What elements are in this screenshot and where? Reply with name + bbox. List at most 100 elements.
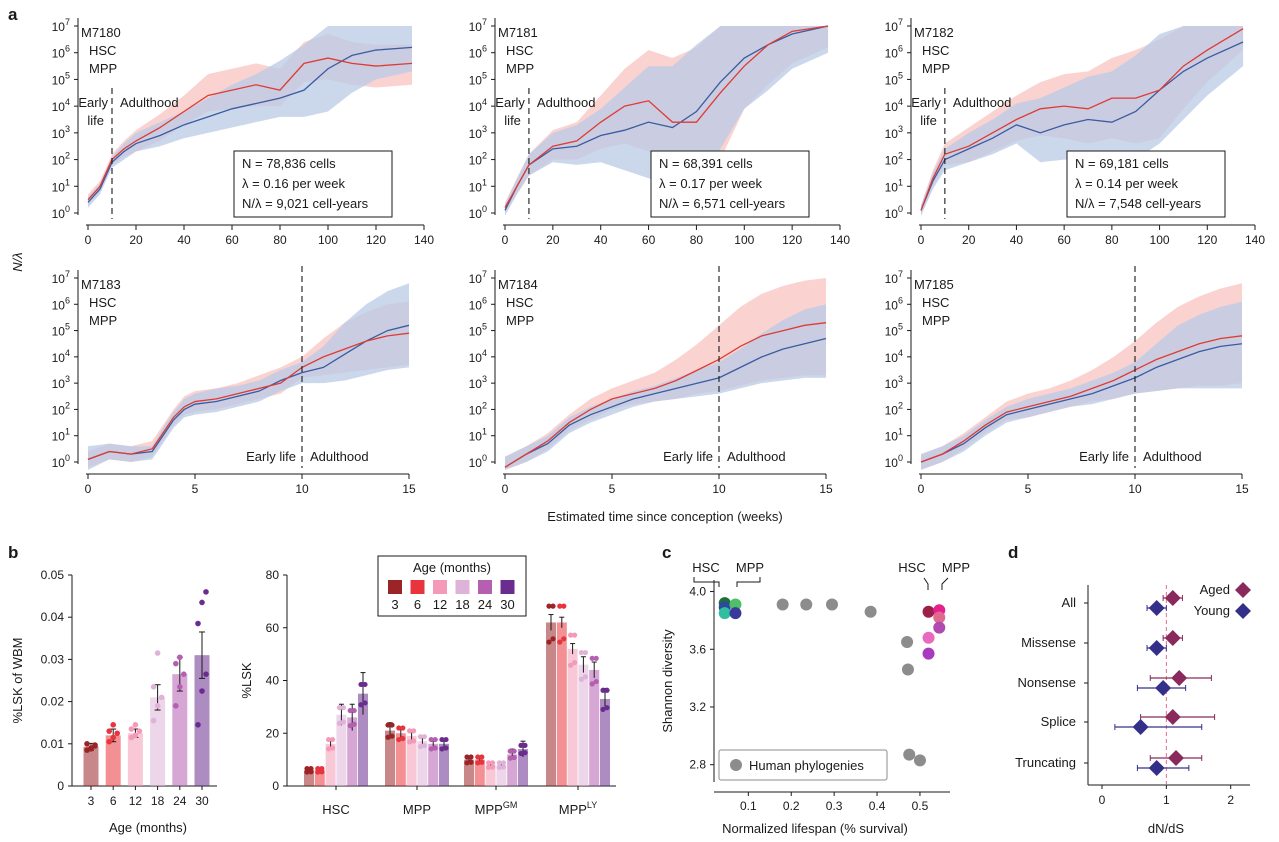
data-point [347,723,353,729]
legend-marker [730,759,742,771]
panel-d-chart: 0 1 2 dN/dS All Missense Nonsense Splice Truncat… [1015,582,1251,836]
data-point [389,733,395,739]
stats-n: N = 78,836 cells [242,156,336,171]
bar [578,664,589,786]
data-point [340,719,346,725]
legend-mpp: MPP [89,61,117,76]
legend-young-marker [1235,603,1251,619]
data-point [385,734,391,740]
x-tick-label: 10 [295,482,309,496]
y-tick-label: 105 [52,70,70,87]
y-tick-label: 0 [57,779,64,793]
data-point [518,742,524,748]
legend-mpp: MPP [89,313,117,328]
mouse-aged-point [933,621,946,634]
x-tick-label: 100 [1150,233,1170,247]
y-tick-label: 103 [469,374,487,391]
bar [428,743,439,786]
group-label: MPPGM [475,800,518,817]
legend-human: Human phylogenies [749,758,864,773]
x-tick-label: 12 [129,794,143,808]
bar [304,770,314,786]
mouse-aged-point [922,631,935,644]
x-tick-label: 60 [225,233,239,247]
x-tick-label: 30 [195,794,209,808]
data-point [546,639,552,645]
sample-title: M7184 [498,277,538,292]
bar [395,733,406,786]
data-point [568,662,574,668]
x-tick-label: 0.2 [783,799,800,813]
stats-n: N = 68,391 cells [659,156,753,171]
callout-right-hsc: HSC [898,560,925,575]
y-tick-label: 104 [52,348,70,365]
sample-title: M7180 [81,25,121,40]
y-tick-label: 2.8 [689,758,706,772]
legend-mpp: MPP [922,61,950,76]
y-tick-label: 105 [885,322,903,339]
mouse-young-point [718,607,731,620]
hsc-line [920,41,1244,211]
y-tick-label: 103 [885,124,903,141]
human-point [903,748,916,761]
legend-swatch [433,580,447,594]
data-point [511,754,517,761]
bar [474,759,485,786]
x-tick-label: 2 [1227,793,1234,807]
legend-hsc: HSC [89,43,116,58]
y-tick-label: 104 [469,97,487,114]
hsc-band [505,26,829,216]
x-tick-label: 6 [110,794,117,808]
data-point [154,703,161,709]
data-point [490,760,496,766]
data-point [507,748,513,754]
stats-ratio: N/λ = 9,021 cell-years [242,196,369,211]
x-tick-label: 40 [594,233,608,247]
category-label: All [1062,595,1077,610]
phase-early-line2: life [87,113,104,128]
legend-swatch [410,580,425,594]
bar [358,693,368,786]
data-point [203,589,209,595]
data-point [396,736,402,743]
human-point [826,598,838,611]
data-point [362,700,368,706]
data-point [550,636,556,642]
x-tick-label: 24 [173,794,187,808]
data-point [326,736,332,743]
human-point [901,636,914,649]
x-tick-label: 120 [782,233,802,247]
x-tick-label: 5 [609,482,616,496]
callout-right-mpp-arrow [941,577,949,590]
x-tick-label: 140 [1245,233,1265,247]
phase-adult: Adulthood [727,449,786,464]
y-axis-label: Shannon diversity [660,629,675,733]
legend-age-label: 24 [478,597,492,612]
young-marker [1148,760,1165,776]
y-tick-label: 102 [52,400,70,417]
sample-title: M7181 [498,25,538,40]
data-point [195,722,201,728]
y-tick-label: 100 [52,204,70,221]
x-tick-label: 0 [1099,793,1106,807]
legend-hsc: HSC [89,295,116,310]
legend-swatch [500,580,515,594]
phase-early: Early life [246,449,296,464]
legend-aged-marker [1235,582,1251,598]
data-point [150,684,157,690]
data-point [308,769,314,775]
y-tick-label: 3.6 [689,642,706,656]
mpp-band [921,283,1242,470]
panel-letter-b: b [8,543,18,562]
mpp-line [504,25,829,208]
data-point [114,730,120,737]
panel-a-plot-M7181: 100 101 102 103 104 105 106 107 0 20 40 60 80 100 120 1… [469,17,851,247]
data-point [358,702,364,708]
data-point [443,736,449,743]
phase-early-line1: Early [911,95,941,110]
y-tick-label: 4.0 [689,585,706,599]
y-tick-label: 0.02 [41,695,65,709]
x-tick-label: 40 [1010,233,1024,247]
callout-right-hsc-arrow [923,577,929,590]
data-point [330,745,336,751]
